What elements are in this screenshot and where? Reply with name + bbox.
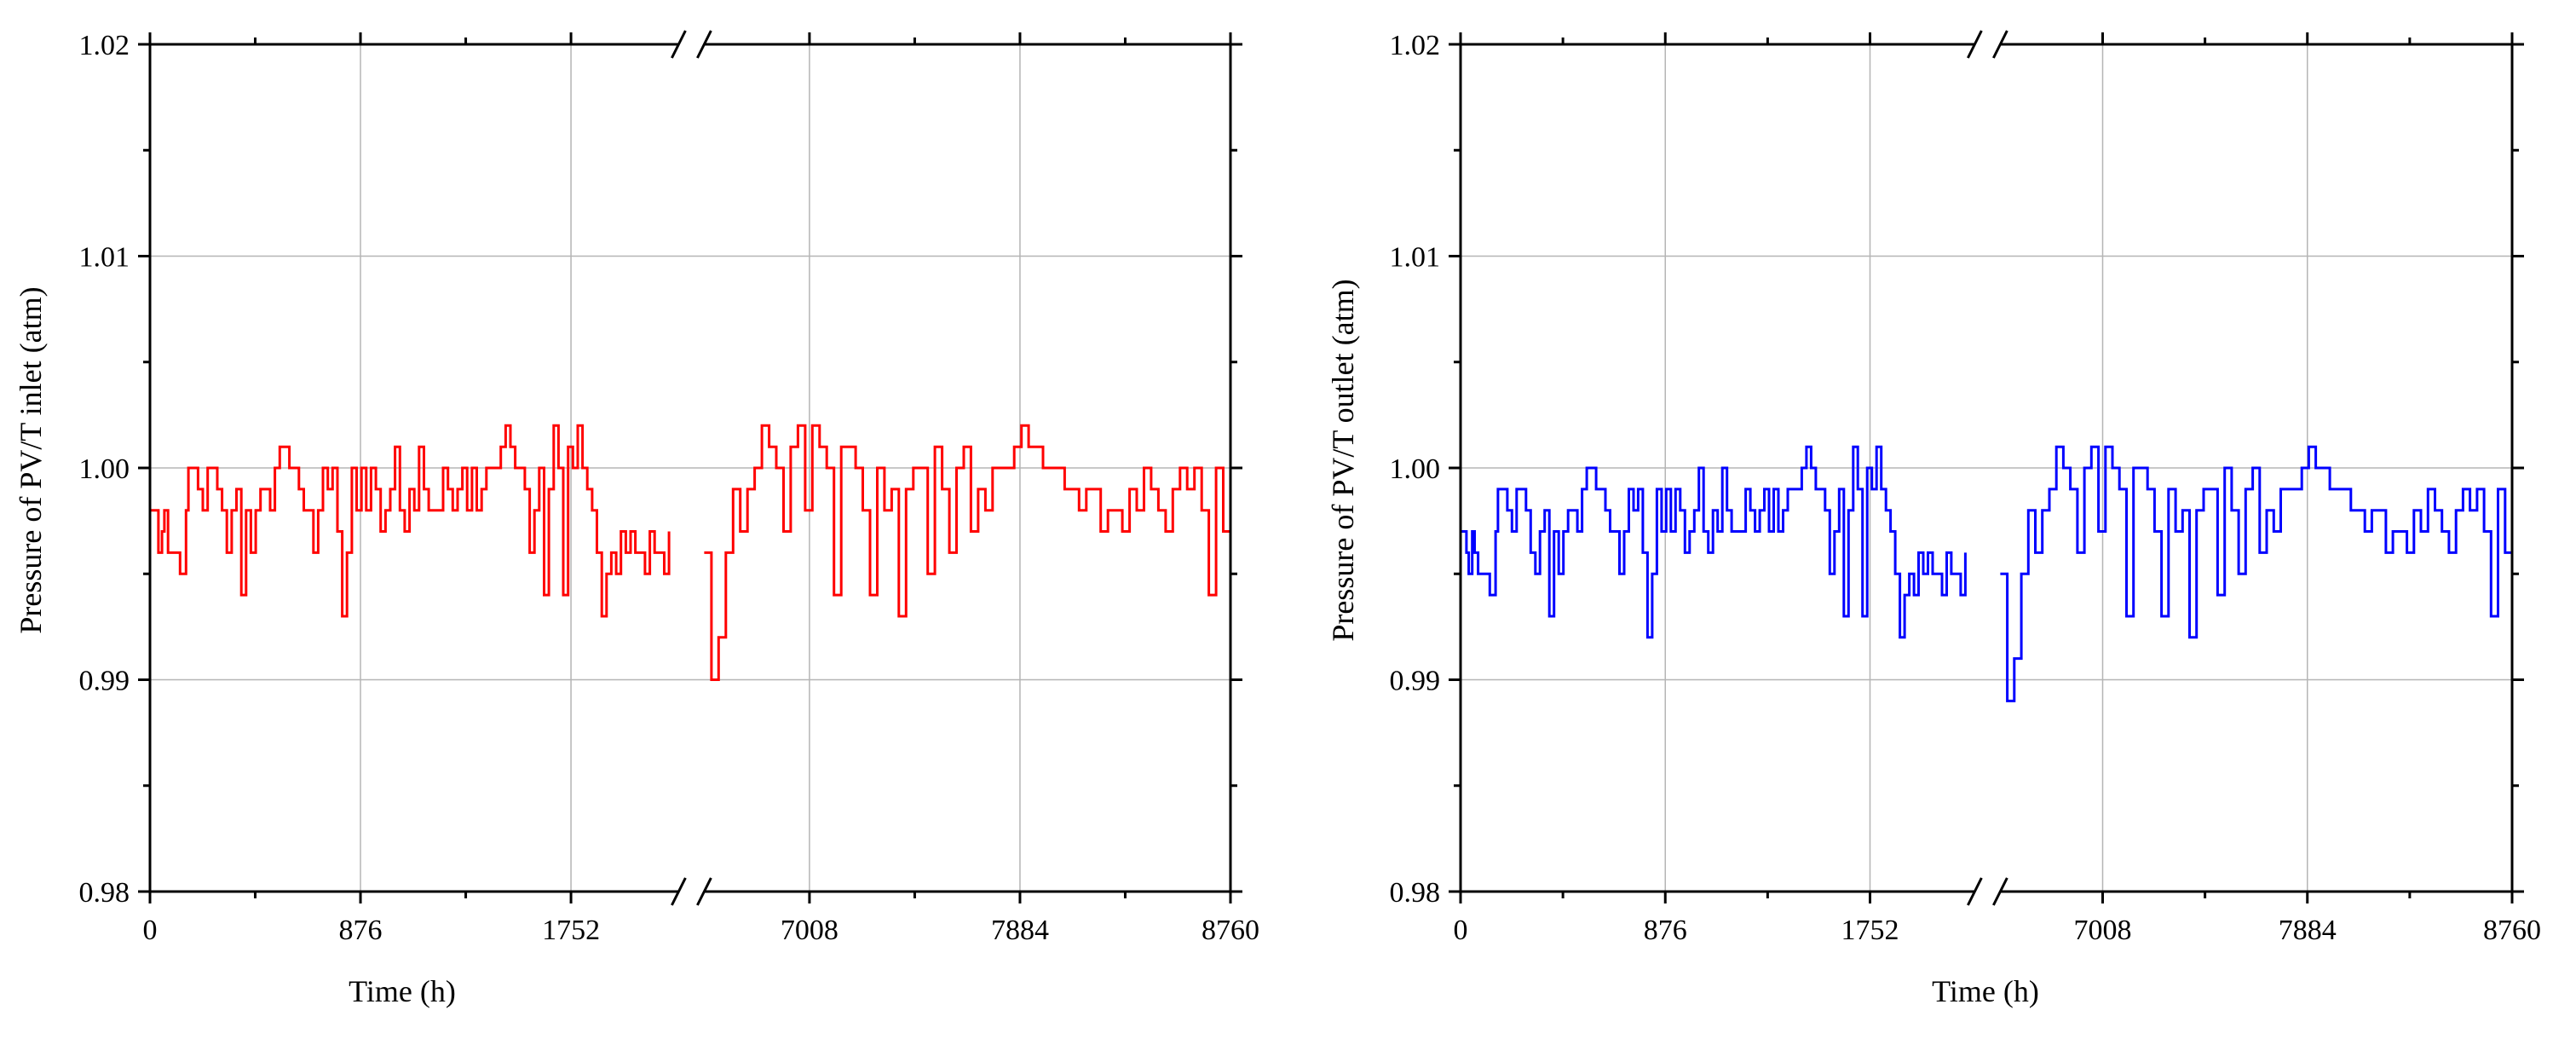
y-tick-label: 0.98 [1390, 877, 1441, 909]
axis-break-mark-top [671, 30, 687, 59]
axis-break-mark-top [696, 30, 712, 59]
axis-break-mark-bottom [1967, 877, 1983, 906]
y-axis-title-outlet: Pressure of PV/T outlet (atm) [1326, 279, 1360, 641]
y-tick-label: 0.99 [1390, 666, 1441, 697]
y-tick-label: 1.02 [1390, 30, 1441, 61]
x-tick-label: 1752 [1841, 915, 1899, 946]
y-tick-label: 0.98 [79, 877, 130, 909]
axis-break-mark-top [1967, 30, 1983, 59]
x-tick-label: 876 [339, 915, 383, 946]
series-line-inlet [704, 424, 1232, 681]
x-axis-title-inlet: Time (h) [349, 974, 456, 1008]
axis-break-mark-top [1992, 30, 2008, 59]
x-tick-label: 8760 [1202, 915, 1259, 946]
y-tick-label: 1.01 [1390, 242, 1441, 274]
y-axis-title-inlet: Pressure of PV/T inlet (atm) [14, 286, 48, 633]
y-tick-label: 1.00 [1390, 453, 1441, 485]
x-tick-label: 7008 [2073, 915, 2131, 946]
y-tick-label: 1.02 [79, 30, 130, 61]
plot-outlet: 0.98 0.99 1.00 1.01 1.02 0 876 1752 7008 7884 8760 [1390, 30, 2542, 946]
plot-inlet: 0.98 0.99 1.00 1.01 1.02 0 876 1752 7008 7884 8760 [79, 30, 1260, 946]
axis-break-mark-bottom [671, 877, 687, 906]
chart-inlet: Pressure of PV/T inlet (atm) Time (h) [14, 286, 456, 1008]
y-tick-label: 1.01 [79, 242, 130, 274]
chart-outlet: Pressure of PV/T outlet (atm) Time (h) [1326, 279, 2039, 1008]
y-tick-label: 1.00 [79, 453, 130, 485]
axis-break-mark-bottom [696, 877, 712, 906]
x-tick-label: 876 [1644, 915, 1687, 946]
series-line-inlet [150, 424, 671, 618]
x-tick-label: 7008 [781, 915, 838, 946]
y-tick-label: 0.99 [79, 666, 130, 697]
x-tick-label: 0 [143, 915, 158, 946]
x-tick-label: 0 [1454, 915, 1468, 946]
axis-break-mark-bottom [1992, 877, 2008, 906]
series-line-outlet [1461, 445, 1967, 639]
x-tick-label: 1752 [542, 915, 600, 946]
x-tick-label: 7884 [991, 915, 1049, 946]
x-tick-label: 7884 [2279, 915, 2337, 946]
x-axis-title-outlet: Time (h) [1932, 974, 2039, 1008]
series-line-outlet [2000, 445, 2514, 702]
x-tick-label: 8760 [2483, 915, 2541, 946]
